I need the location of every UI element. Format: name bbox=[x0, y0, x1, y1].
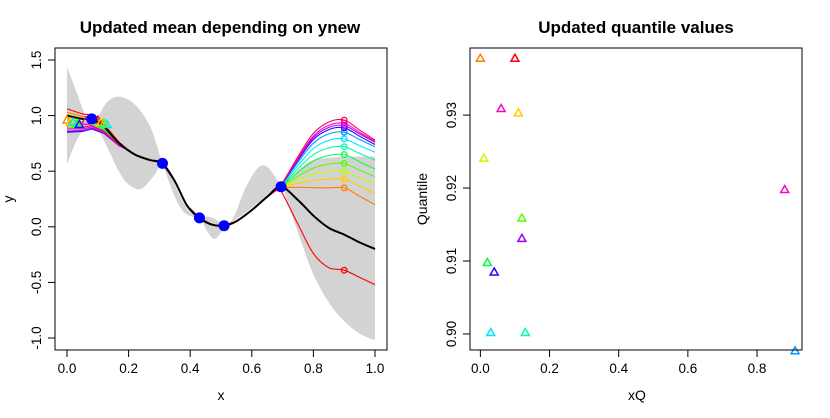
quantile-point-0 bbox=[475, 52, 486, 62]
quantile-point-2 bbox=[495, 103, 507, 113]
observed-point-1 bbox=[156, 157, 168, 169]
right-y-axis: 0.90 0.91 0.92 0.93 bbox=[444, 102, 470, 347]
ynew-point-spring-green bbox=[340, 151, 348, 158]
quantile-point-1 bbox=[509, 52, 521, 62]
observed-point-4 bbox=[275, 181, 287, 193]
left-x-tick-label-1: 0.2 bbox=[119, 361, 138, 376]
right-y-axis-label: Quantile bbox=[414, 173, 430, 225]
base-mean-line bbox=[66, 114, 376, 250]
left-x-tick-label-2: 0.4 bbox=[181, 361, 200, 376]
left-plot-area bbox=[61, 66, 376, 341]
quantile-point-8 bbox=[481, 256, 493, 267]
left-x-tick-label-5: 1.0 bbox=[366, 361, 385, 376]
right-x-tick-label-4: 0.8 bbox=[748, 361, 767, 376]
right-y-tick-label-3: 0.93 bbox=[444, 102, 459, 128]
ynew-point-green bbox=[340, 159, 348, 167]
left-y-tick-label-1: -0.5 bbox=[29, 271, 44, 294]
left-plot-frame bbox=[54, 47, 388, 351]
left-x-tick-label-0: 0.0 bbox=[58, 361, 77, 376]
left-y-axis-label: y bbox=[0, 196, 16, 203]
quantile-point-6 bbox=[516, 212, 528, 222]
confidence-band bbox=[67, 66, 375, 341]
observed-point-0 bbox=[86, 113, 98, 125]
ynew-point-yellow-green bbox=[340, 167, 348, 175]
right-y-tick-label-0: 0.90 bbox=[444, 321, 459, 347]
left-x-axis: 0.0 0.2 0.4 0.6 0.8 1.0 bbox=[58, 350, 385, 376]
left-y-tick-label-4: 1.0 bbox=[29, 106, 44, 125]
right-y-tick-label-2: 0.92 bbox=[444, 175, 459, 201]
left-y-tick-label-5: 1.5 bbox=[29, 51, 44, 70]
quantile-point-10 bbox=[485, 326, 497, 337]
right-x-tick-label-0: 0.0 bbox=[471, 361, 490, 376]
right-y-tick-label-1: 0.91 bbox=[444, 248, 459, 274]
right-plot-frame bbox=[469, 47, 803, 351]
left-x-tick-label-4: 0.8 bbox=[304, 361, 323, 376]
right-panel: Updated quantile values 0.0 0.2 0.4 0.6 0.8 … bbox=[414, 18, 803, 403]
quantile-point-4 bbox=[478, 152, 490, 162]
quantile-point-7 bbox=[516, 232, 528, 243]
quantile-point-5 bbox=[779, 184, 791, 194]
right-x-axis-label: xQ bbox=[628, 387, 646, 403]
ynew-point-orange bbox=[340, 184, 348, 192]
ynew-point-red bbox=[340, 266, 348, 274]
quantile-point-3 bbox=[513, 107, 524, 117]
left-y-axis: -1.0 -0.5 0.0 0.5 1.0 1.5 bbox=[29, 51, 55, 350]
left-x-tick-label-3: 0.6 bbox=[242, 361, 261, 376]
right-chart-title: Updated quantile values bbox=[538, 18, 734, 37]
left-y-tick-label-0: -1.0 bbox=[29, 326, 44, 349]
right-x-tick-label-3: 0.6 bbox=[678, 361, 697, 376]
ynew-point-blue bbox=[340, 124, 348, 132]
quantile-triangle-11 bbox=[101, 119, 113, 129]
left-x-axis-label: x bbox=[218, 387, 225, 403]
right-x-tick-label-1: 0.2 bbox=[540, 361, 559, 376]
quantile-triangle-5 bbox=[67, 116, 79, 126]
right-x-axis: 0.0 0.2 0.4 0.6 0.8 bbox=[471, 350, 766, 376]
right-x-tick-label-2: 0.4 bbox=[609, 361, 628, 376]
left-chart-title: Updated mean depending on ynew bbox=[80, 18, 361, 37]
left-y-tick-label-2: 0.0 bbox=[29, 217, 44, 236]
ynew-point-cyan bbox=[340, 135, 348, 143]
observed-point-3 bbox=[218, 220, 230, 232]
quantile-triangle-12 bbox=[98, 117, 110, 128]
ynew-point-yellow bbox=[340, 175, 348, 183]
observed-point-2 bbox=[193, 212, 205, 224]
ynew-point-magenta bbox=[340, 119, 348, 127]
right-plot-area bbox=[475, 52, 801, 355]
quantile-point-9 bbox=[488, 266, 500, 276]
ynew-point-aquamarine bbox=[340, 143, 348, 151]
ynew-point-rose bbox=[340, 116, 348, 124]
left-y-tick-label-3: 0.5 bbox=[29, 162, 44, 181]
left-panel: Updated mean depending on ynew 0.0 0.2 0.4… bbox=[0, 18, 388, 403]
ynew-point-sky-blue bbox=[340, 128, 348, 136]
quantile-point-11 bbox=[520, 326, 531, 337]
